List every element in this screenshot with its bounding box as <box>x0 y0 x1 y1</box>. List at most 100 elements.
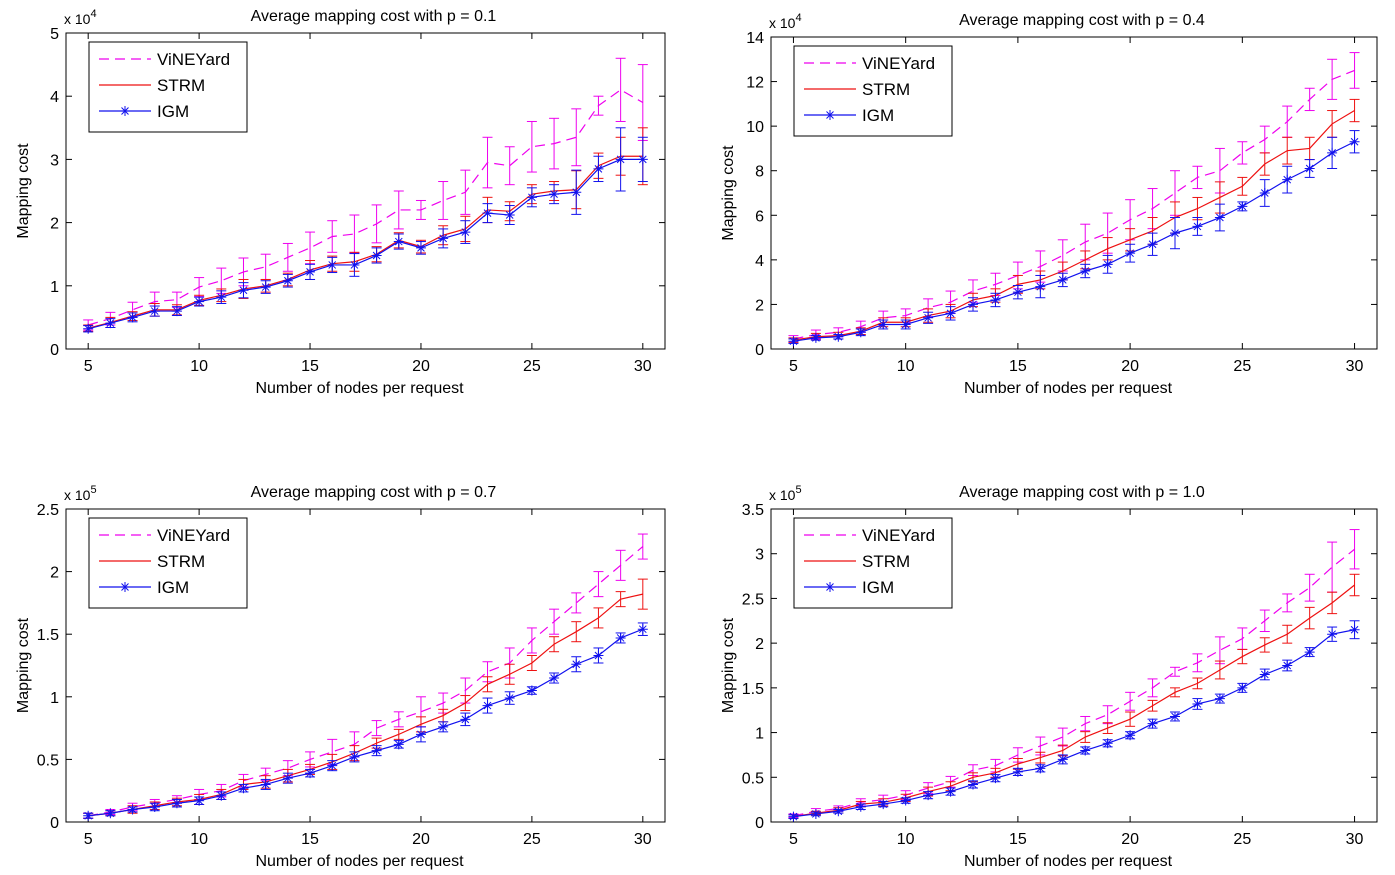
legend-label-igm: IGM <box>157 102 189 121</box>
data-point <box>149 306 160 317</box>
x-tick-label: 15 <box>301 831 319 848</box>
x-tick-label: 30 <box>634 358 652 375</box>
series-line <box>88 593 643 817</box>
series-line <box>88 158 643 330</box>
data-point <box>1304 163 1315 174</box>
data-point <box>482 700 493 711</box>
y-axis-label: Mapping cost <box>15 617 32 713</box>
legend-label-igm: IGM <box>862 106 894 125</box>
x-tick-label: 20 <box>412 358 430 375</box>
y-tick-label: 3 <box>755 547 764 564</box>
data-point <box>216 292 227 303</box>
y-tick-label: 2.5 <box>742 591 764 608</box>
data-point <box>526 685 537 696</box>
data-point <box>788 336 799 347</box>
data-point <box>833 331 844 342</box>
x-tick-label: 15 <box>1009 358 1027 375</box>
y-tick-label: 5 <box>50 26 59 43</box>
data-point <box>878 319 889 330</box>
y-tick-label: 0 <box>50 342 59 359</box>
chart-title: Average mapping cost with p = 0.1 <box>251 8 497 25</box>
data-point <box>83 323 94 334</box>
data-point <box>1304 647 1315 658</box>
legend-label-vineyard: ViNEYard <box>862 526 935 545</box>
exponent-power: 5 <box>90 484 96 496</box>
data-point <box>1012 766 1023 777</box>
data-point <box>945 308 956 319</box>
x-tick-label: 15 <box>301 358 319 375</box>
legend: ViNEYard STRM IGM <box>88 41 248 133</box>
legend-label-vineyard: ViNEYard <box>157 50 230 69</box>
x-tick-label: 25 <box>1233 358 1251 375</box>
legend: ViNEYard STRM IGM <box>793 517 953 609</box>
data-point <box>349 751 360 762</box>
x-axis-label: Number of nodes per request <box>255 380 464 397</box>
x-tick-label: 20 <box>1121 831 1139 848</box>
x-tick-label: 30 <box>634 831 652 848</box>
data-point <box>1125 248 1136 259</box>
data-point <box>105 808 116 819</box>
y-axis-label: Mapping cost <box>15 143 32 239</box>
y-axis-label: Mapping cost <box>720 617 737 713</box>
data-point <box>1147 239 1158 250</box>
data-point <box>945 786 956 797</box>
legend-box <box>793 45 953 137</box>
data-point <box>549 673 560 684</box>
x-tick-label: 25 <box>1233 831 1251 848</box>
data-point <box>1237 682 1248 693</box>
data-point <box>305 266 316 277</box>
x-tick-label: 5 <box>84 358 93 375</box>
data-point <box>1192 698 1203 709</box>
data-point <box>238 783 249 794</box>
data-point <box>637 624 648 635</box>
chart-title: Average mapping cost with p = 0.4 <box>959 12 1205 29</box>
series-line <box>793 141 1355 342</box>
data-point <box>968 299 978 310</box>
exponent-base: x 10 <box>64 487 91 503</box>
y-tick-label: 14 <box>746 30 764 47</box>
y-tick-label: 0.5 <box>37 752 59 769</box>
data-point <box>1282 174 1293 185</box>
data-point <box>810 808 821 819</box>
series-line <box>88 155 643 329</box>
data-point <box>855 801 866 812</box>
data-point <box>1214 212 1225 223</box>
data-point <box>833 806 844 817</box>
data-point <box>526 192 537 203</box>
data-point <box>1237 201 1248 212</box>
series-igm <box>83 622 648 821</box>
y-tick-label: 12 <box>746 75 764 92</box>
x-tick-label: 30 <box>1346 358 1364 375</box>
y-tick-label: 8 <box>755 164 764 181</box>
series-line <box>793 629 1355 818</box>
legend-label-strm: STRM <box>862 552 910 571</box>
exponent-base: x 10 <box>769 487 796 503</box>
series-line <box>88 546 644 817</box>
data-point <box>171 798 182 809</box>
data-point <box>1057 754 1068 765</box>
series-vineyard <box>788 529 1360 819</box>
data-point <box>504 210 515 221</box>
x-tick-label: 25 <box>523 831 541 848</box>
data-point <box>923 790 934 801</box>
data-point <box>593 650 604 661</box>
data-point <box>415 242 426 253</box>
data-point <box>371 745 382 756</box>
y-tick-label: 1.5 <box>742 681 764 698</box>
y-tick-label: 1 <box>50 279 59 296</box>
series-strm <box>83 578 648 819</box>
data-point <box>1327 629 1338 640</box>
exponent-base: x 10 <box>64 11 91 27</box>
data-point <box>593 163 604 174</box>
data-point <box>1170 711 1180 722</box>
exponent-base: x 10 <box>769 15 796 31</box>
series-line <box>793 110 1355 341</box>
y-tick-label: 3.5 <box>742 502 764 519</box>
data-point <box>1327 147 1338 158</box>
y-axis-exponent: x 104 <box>64 8 97 27</box>
data-point <box>482 208 493 219</box>
data-point <box>460 227 471 238</box>
y-tick-label: 1 <box>50 690 59 707</box>
data-point <box>438 233 449 244</box>
